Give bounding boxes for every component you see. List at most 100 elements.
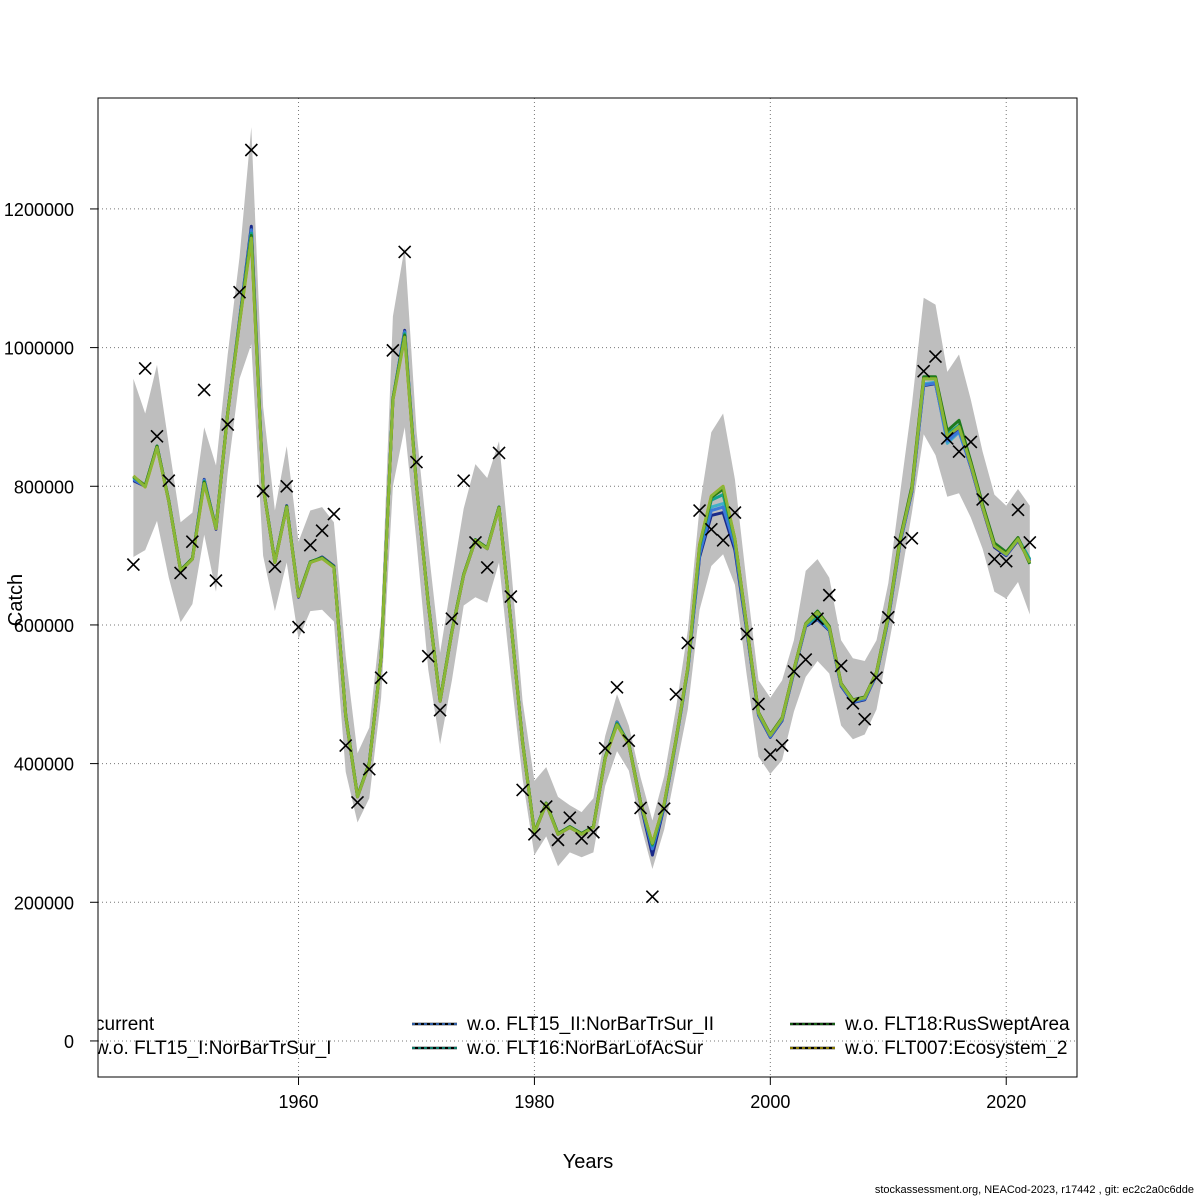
observed-point [256, 484, 270, 498]
observed-point [291, 620, 306, 634]
observed-point [1011, 503, 1025, 517]
observed-point [716, 533, 730, 547]
observed-point [928, 350, 943, 364]
y-tick-label: 200000 [14, 893, 74, 913]
observed-point [728, 506, 742, 520]
observed-point [645, 890, 659, 904]
observed-point [162, 474, 176, 488]
observed-point [174, 566, 188, 580]
observed-point [952, 445, 966, 459]
observed-point [551, 833, 565, 847]
series-line-overlay [132, 236, 1031, 845]
observed-point [315, 524, 329, 538]
observed-point [610, 680, 624, 694]
observed-point [799, 653, 813, 667]
observed-point [138, 361, 152, 375]
legend-label: w.o. FLT15_II:NorBarTrSur_II [466, 1014, 714, 1035]
observed-point [457, 474, 471, 488]
observed-point [504, 589, 518, 604]
observed-point [763, 748, 777, 762]
observed-point [740, 627, 754, 641]
observed-point [280, 479, 294, 493]
observed-point [893, 535, 907, 549]
observed-point [421, 649, 435, 663]
legend-label: current [95, 1014, 155, 1035]
observed-point [150, 429, 164, 443]
observed-point [940, 431, 954, 445]
y-axis-title: Catch [5, 574, 27, 626]
confidence-band [133, 127, 1030, 870]
legend-label: w.o. FLT007:Ecosystem_2 [844, 1038, 1067, 1059]
observed-point [539, 800, 553, 814]
observed-point [964, 435, 978, 449]
legend-label: w.o. FLT15_I:NorBarTrSur_I [94, 1038, 332, 1059]
observed-point [669, 687, 683, 701]
observed-point [527, 827, 541, 841]
observed-point [586, 825, 600, 839]
y-tick-label: 600000 [14, 616, 74, 636]
observed-points [126, 143, 1037, 904]
observed-point [468, 535, 483, 549]
observed-point [409, 455, 424, 469]
observed-point [433, 703, 447, 717]
observed-point [881, 610, 895, 624]
observed-point [339, 739, 353, 753]
observed-point [810, 612, 825, 626]
observed-point [905, 531, 919, 545]
observed-point [598, 741, 612, 755]
observed-point [787, 664, 801, 678]
legend-label: w.o. FLT16:NorBarLofAcSur [466, 1038, 704, 1059]
observed-point [822, 588, 836, 602]
x-axis: 1960 1980 2000 2020 [278, 1076, 1026, 1112]
observed-point [575, 831, 589, 846]
footer-credit: stockassessment.org, NEACod-2023, r17442… [874, 1184, 1194, 1196]
observed-point [244, 143, 258, 157]
observed-point [775, 739, 789, 753]
x-tick-label: 1960 [278, 1092, 318, 1112]
observed-point [999, 554, 1013, 568]
observed-point [492, 446, 506, 460]
observed-point [197, 383, 211, 397]
x-axis-title: Years [563, 1151, 613, 1173]
observed-point [681, 636, 695, 650]
observed-point [362, 762, 376, 776]
y-tick-label: 800000 [14, 477, 74, 497]
x-tick-label: 2000 [750, 1092, 790, 1112]
y-tick-label: 1200000 [4, 200, 74, 220]
observed-point [846, 696, 860, 710]
y-tick-label: 0 [64, 1032, 74, 1052]
observed-point [268, 560, 282, 574]
observed-point [1023, 535, 1037, 549]
observed-point [374, 671, 388, 685]
observed-point [327, 507, 341, 521]
observed-point [858, 712, 872, 726]
observed-point [445, 612, 459, 626]
band-area [133, 127, 1030, 870]
observed-point [221, 417, 235, 432]
y-tick-label: 1000000 [4, 339, 74, 359]
observed-point [209, 574, 223, 588]
observed-point [398, 245, 412, 259]
observed-point [987, 552, 1001, 566]
y-axis: 0 200000 400000 600000 800000 1000000 1200000 [4, 200, 99, 1052]
observed-point [869, 671, 884, 685]
x-tick-label: 1980 [514, 1092, 554, 1112]
observed-point [386, 343, 400, 357]
legend: current w.o. FLT15_I:NorBarTrSur_I w.o. FL… [94, 1014, 1070, 1059]
observed-point [563, 811, 577, 825]
observed-point [480, 560, 494, 574]
observed-point [657, 802, 671, 816]
observed-point [126, 558, 140, 572]
y-tick-label: 400000 [14, 755, 74, 775]
observed-point [516, 783, 530, 797]
observed-point [185, 535, 199, 549]
observed-point [917, 364, 931, 378]
series-lines [132, 224, 1032, 857]
observed-point [622, 734, 636, 748]
observed-point [834, 659, 848, 673]
legend-label: w.o. FLT18:RusSweptArea [844, 1014, 1070, 1035]
observed-point [751, 697, 766, 711]
observed-point [350, 795, 365, 810]
observed-point [976, 492, 990, 507]
